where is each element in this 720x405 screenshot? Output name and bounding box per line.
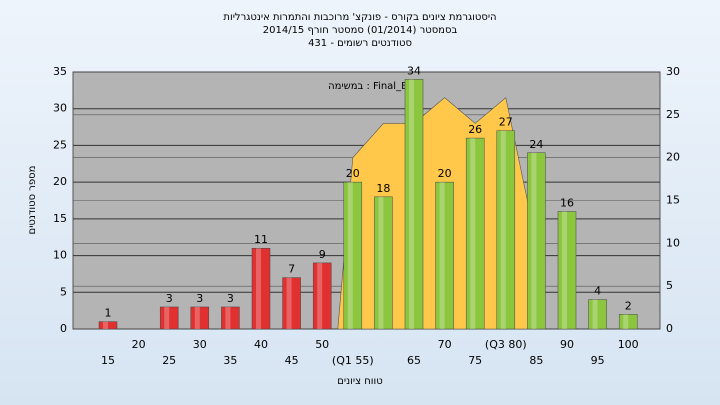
y-tick-label: 5 bbox=[60, 285, 67, 298]
value-label: 3 bbox=[227, 292, 234, 305]
value-label: 11 bbox=[254, 233, 268, 246]
y-axis-label: מספר סטודנטים bbox=[27, 166, 38, 235]
y-tick-label: 35 bbox=[53, 65, 67, 78]
bar bbox=[618, 314, 638, 330]
x-tick-label: 85 bbox=[529, 354, 543, 367]
bar-highlight bbox=[562, 211, 567, 329]
x-tick-label: 45 bbox=[285, 354, 299, 367]
bar bbox=[98, 321, 118, 330]
value-label: 18 bbox=[376, 182, 390, 195]
x-tick-label: 70 bbox=[438, 338, 452, 351]
bar bbox=[374, 196, 393, 330]
bar-highlight bbox=[317, 262, 323, 329]
x-tick-label: 20 bbox=[132, 338, 146, 351]
bar bbox=[312, 262, 332, 330]
value-label: 7 bbox=[288, 263, 295, 276]
y-tick-label: 30 bbox=[53, 102, 67, 115]
x-tick-label: 35 bbox=[223, 354, 237, 367]
chart-title: היסטוגרמת ציונים בקורס - פונקצ' מרוכבות … bbox=[223, 12, 496, 23]
value-label: 1 bbox=[105, 307, 112, 320]
value-label: 20 bbox=[346, 167, 360, 180]
x-tick-label: 75 bbox=[468, 354, 482, 367]
y2-tick-label: 0 bbox=[666, 322, 673, 335]
x-tick-label: 50 bbox=[315, 338, 329, 351]
value-label: 16 bbox=[560, 197, 574, 210]
bar-highlight bbox=[470, 138, 476, 329]
bar-highlight bbox=[439, 182, 445, 329]
bar-highlight bbox=[286, 277, 292, 329]
y2-tick-label: 30 bbox=[666, 65, 680, 78]
bar-highlight bbox=[347, 182, 353, 329]
bar-highlight bbox=[194, 306, 200, 329]
x-tick-label: 100 bbox=[618, 338, 639, 351]
x-tick-label: 25 bbox=[162, 354, 176, 367]
bar bbox=[465, 137, 485, 330]
bar-highlight bbox=[592, 299, 598, 329]
bar bbox=[588, 299, 607, 330]
value-label: 2 bbox=[625, 299, 632, 312]
bar-highlight bbox=[378, 196, 384, 329]
y2-tick-label: 10 bbox=[666, 236, 680, 249]
value-label: 34 bbox=[407, 64, 421, 77]
bar bbox=[527, 152, 546, 330]
bar-highlight bbox=[623, 314, 629, 329]
bar bbox=[190, 306, 210, 330]
value-label: 24 bbox=[529, 138, 543, 151]
value-label: 20 bbox=[438, 167, 452, 180]
x-tick-label: 40 bbox=[254, 338, 268, 351]
y-tick-label: 0 bbox=[60, 322, 67, 335]
bar bbox=[435, 181, 454, 330]
chart-subtitle: סטודנטים רשומים - 431 bbox=[308, 38, 412, 49]
bar bbox=[343, 181, 363, 330]
x-tick-label: (Q1 55) bbox=[332, 354, 374, 367]
y-tick-label: 10 bbox=[53, 249, 67, 262]
bar-highlight bbox=[256, 248, 261, 329]
x-tick-label: 65 bbox=[407, 354, 421, 367]
y-tick-label: 20 bbox=[53, 175, 67, 188]
value-label: 4 bbox=[594, 285, 601, 298]
bar bbox=[159, 306, 179, 330]
bar-highlight bbox=[225, 306, 231, 329]
x-tick-label: 90 bbox=[560, 338, 574, 351]
x-tick-label: 95 bbox=[591, 354, 605, 367]
bar bbox=[496, 130, 516, 330]
value-label: 26 bbox=[468, 123, 482, 136]
bar bbox=[404, 79, 424, 330]
y2-tick-label: 20 bbox=[666, 151, 680, 164]
bar-highlight bbox=[500, 130, 506, 329]
bar bbox=[282, 277, 301, 330]
bar-highlight bbox=[103, 321, 108, 329]
y-tick-label: 25 bbox=[53, 138, 67, 151]
y2-tick-label: 15 bbox=[666, 194, 680, 207]
chart-subtitle: בסמסטר (01/2014) סמסטר חורף 2014/15 bbox=[263, 25, 458, 36]
x-tick-label: 30 bbox=[193, 338, 207, 351]
value-label: 3 bbox=[166, 292, 173, 305]
legend-label: במשימה : Final_B bbox=[328, 81, 408, 92]
y2-tick-label: 5 bbox=[666, 279, 673, 292]
value-label: 3 bbox=[196, 292, 203, 305]
bar bbox=[557, 211, 577, 330]
y-tick-label: 15 bbox=[53, 212, 67, 225]
y2-tick-label: 25 bbox=[666, 108, 680, 121]
x-tick-label: (Q3 80) bbox=[485, 338, 527, 351]
bar bbox=[251, 247, 271, 330]
bar-highlight bbox=[164, 306, 170, 329]
value-label: 27 bbox=[499, 116, 513, 129]
value-label: 9 bbox=[319, 248, 326, 261]
bar-highlight bbox=[409, 79, 414, 329]
bar-highlight bbox=[531, 152, 537, 329]
x-tick-label: 15 bbox=[101, 354, 115, 367]
x-axis-label: טווח ציונים bbox=[337, 376, 382, 387]
bar bbox=[221, 306, 240, 330]
